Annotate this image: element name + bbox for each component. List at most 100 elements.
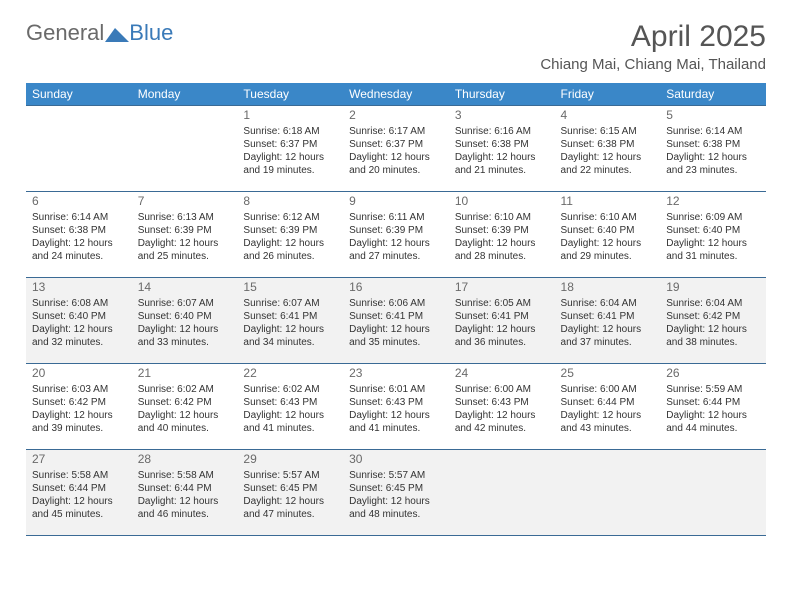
week-row: 1Sunrise: 6:18 AMSunset: 6:37 PMDaylight… bbox=[26, 106, 766, 192]
day-cell: 30Sunrise: 5:57 AMSunset: 6:45 PMDayligh… bbox=[343, 450, 449, 536]
day-cell bbox=[26, 106, 132, 192]
sunset-text: Sunset: 6:44 PM bbox=[32, 482, 126, 495]
sunset-text: Sunset: 6:45 PM bbox=[243, 482, 337, 495]
day-cell: 26Sunrise: 5:59 AMSunset: 6:44 PMDayligh… bbox=[660, 364, 766, 450]
day1-text: Daylight: 12 hours bbox=[138, 495, 232, 508]
day-cell bbox=[132, 106, 238, 192]
day1-text: Daylight: 12 hours bbox=[455, 151, 549, 164]
day-number: 17 bbox=[455, 280, 549, 296]
sunset-text: Sunset: 6:38 PM bbox=[561, 138, 655, 151]
day-number: 20 bbox=[32, 366, 126, 382]
day2-text: and 32 minutes. bbox=[32, 336, 126, 349]
day2-text: and 36 minutes. bbox=[455, 336, 549, 349]
day-number: 7 bbox=[138, 194, 232, 210]
month-title: April 2025 bbox=[540, 20, 766, 54]
day2-text: and 38 minutes. bbox=[666, 336, 760, 349]
sunrise-text: Sunrise: 6:15 AM bbox=[561, 125, 655, 138]
day2-text: and 27 minutes. bbox=[349, 250, 443, 263]
sunset-text: Sunset: 6:42 PM bbox=[666, 310, 760, 323]
sunset-text: Sunset: 6:41 PM bbox=[561, 310, 655, 323]
day-cell bbox=[660, 450, 766, 536]
sunrise-text: Sunrise: 6:10 AM bbox=[455, 211, 549, 224]
sunset-text: Sunset: 6:39 PM bbox=[243, 224, 337, 237]
day1-text: Daylight: 12 hours bbox=[455, 323, 549, 336]
day-number: 2 bbox=[349, 108, 443, 124]
day-cell: 25Sunrise: 6:00 AMSunset: 6:44 PMDayligh… bbox=[555, 364, 661, 450]
day1-text: Daylight: 12 hours bbox=[349, 323, 443, 336]
day2-text: and 45 minutes. bbox=[32, 508, 126, 521]
logo-text-1: General bbox=[26, 20, 104, 46]
day2-text: and 22 minutes. bbox=[561, 164, 655, 177]
day-number: 13 bbox=[32, 280, 126, 296]
sunrise-text: Sunrise: 6:07 AM bbox=[138, 297, 232, 310]
day2-text: and 24 minutes. bbox=[32, 250, 126, 263]
sunset-text: Sunset: 6:43 PM bbox=[349, 396, 443, 409]
day1-text: Daylight: 12 hours bbox=[455, 409, 549, 422]
sunrise-text: Sunrise: 6:00 AM bbox=[561, 383, 655, 396]
day2-text: and 44 minutes. bbox=[666, 422, 760, 435]
sunrise-text: Sunrise: 6:06 AM bbox=[349, 297, 443, 310]
day-cell: 24Sunrise: 6:00 AMSunset: 6:43 PMDayligh… bbox=[449, 364, 555, 450]
day1-text: Daylight: 12 hours bbox=[666, 237, 760, 250]
day-cell: 28Sunrise: 5:58 AMSunset: 6:44 PMDayligh… bbox=[132, 450, 238, 536]
day1-text: Daylight: 12 hours bbox=[349, 151, 443, 164]
sunset-text: Sunset: 6:40 PM bbox=[666, 224, 760, 237]
dayname-mon: Monday bbox=[132, 83, 238, 106]
sunrise-text: Sunrise: 6:14 AM bbox=[32, 211, 126, 224]
sunrise-text: Sunrise: 6:01 AM bbox=[349, 383, 443, 396]
week-row: 27Sunrise: 5:58 AMSunset: 6:44 PMDayligh… bbox=[26, 450, 766, 536]
sunrise-text: Sunrise: 6:10 AM bbox=[561, 211, 655, 224]
day1-text: Daylight: 12 hours bbox=[561, 151, 655, 164]
calendar-table: Sunday Monday Tuesday Wednesday Thursday… bbox=[26, 83, 766, 536]
day-cell: 3Sunrise: 6:16 AMSunset: 6:38 PMDaylight… bbox=[449, 106, 555, 192]
day-number: 12 bbox=[666, 194, 760, 210]
day1-text: Daylight: 12 hours bbox=[349, 495, 443, 508]
sunset-text: Sunset: 6:41 PM bbox=[349, 310, 443, 323]
day-cell: 12Sunrise: 6:09 AMSunset: 6:40 PMDayligh… bbox=[660, 192, 766, 278]
day-number: 29 bbox=[243, 452, 337, 468]
sunrise-text: Sunrise: 6:02 AM bbox=[138, 383, 232, 396]
day1-text: Daylight: 12 hours bbox=[455, 237, 549, 250]
sunset-text: Sunset: 6:42 PM bbox=[32, 396, 126, 409]
dayname-fri: Friday bbox=[555, 83, 661, 106]
day-number: 24 bbox=[455, 366, 549, 382]
day-cell: 21Sunrise: 6:02 AMSunset: 6:42 PMDayligh… bbox=[132, 364, 238, 450]
sunrise-text: Sunrise: 6:17 AM bbox=[349, 125, 443, 138]
day2-text: and 21 minutes. bbox=[455, 164, 549, 177]
day1-text: Daylight: 12 hours bbox=[349, 237, 443, 250]
sunset-text: Sunset: 6:38 PM bbox=[32, 224, 126, 237]
sunrise-text: Sunrise: 6:08 AM bbox=[32, 297, 126, 310]
sunset-text: Sunset: 6:39 PM bbox=[349, 224, 443, 237]
day-cell: 27Sunrise: 5:58 AMSunset: 6:44 PMDayligh… bbox=[26, 450, 132, 536]
day-number: 26 bbox=[666, 366, 760, 382]
day2-text: and 20 minutes. bbox=[349, 164, 443, 177]
day2-text: and 37 minutes. bbox=[561, 336, 655, 349]
day2-text: and 47 minutes. bbox=[243, 508, 337, 521]
day-number: 8 bbox=[243, 194, 337, 210]
day-cell: 7Sunrise: 6:13 AMSunset: 6:39 PMDaylight… bbox=[132, 192, 238, 278]
day-cell: 20Sunrise: 6:03 AMSunset: 6:42 PMDayligh… bbox=[26, 364, 132, 450]
day1-text: Daylight: 12 hours bbox=[561, 323, 655, 336]
day1-text: Daylight: 12 hours bbox=[243, 409, 337, 422]
sunset-text: Sunset: 6:42 PM bbox=[138, 396, 232, 409]
day-cell: 13Sunrise: 6:08 AMSunset: 6:40 PMDayligh… bbox=[26, 278, 132, 364]
day-cell: 10Sunrise: 6:10 AMSunset: 6:39 PMDayligh… bbox=[449, 192, 555, 278]
day2-text: and 33 minutes. bbox=[138, 336, 232, 349]
day-number: 11 bbox=[561, 194, 655, 210]
sunset-text: Sunset: 6:41 PM bbox=[243, 310, 337, 323]
sunset-text: Sunset: 6:37 PM bbox=[243, 138, 337, 151]
sunrise-text: Sunrise: 6:00 AM bbox=[455, 383, 549, 396]
dayname-wed: Wednesday bbox=[343, 83, 449, 106]
sunrise-text: Sunrise: 6:05 AM bbox=[455, 297, 549, 310]
dayname-thu: Thursday bbox=[449, 83, 555, 106]
day-number: 21 bbox=[138, 366, 232, 382]
day-number: 14 bbox=[138, 280, 232, 296]
dayname-sat: Saturday bbox=[660, 83, 766, 106]
dayname-sun: Sunday bbox=[26, 83, 132, 106]
sunrise-text: Sunrise: 5:57 AM bbox=[349, 469, 443, 482]
day2-text: and 19 minutes. bbox=[243, 164, 337, 177]
day-cell: 29Sunrise: 5:57 AMSunset: 6:45 PMDayligh… bbox=[237, 450, 343, 536]
day-cell: 15Sunrise: 6:07 AMSunset: 6:41 PMDayligh… bbox=[237, 278, 343, 364]
sunrise-text: Sunrise: 6:02 AM bbox=[243, 383, 337, 396]
day2-text: and 31 minutes. bbox=[666, 250, 760, 263]
